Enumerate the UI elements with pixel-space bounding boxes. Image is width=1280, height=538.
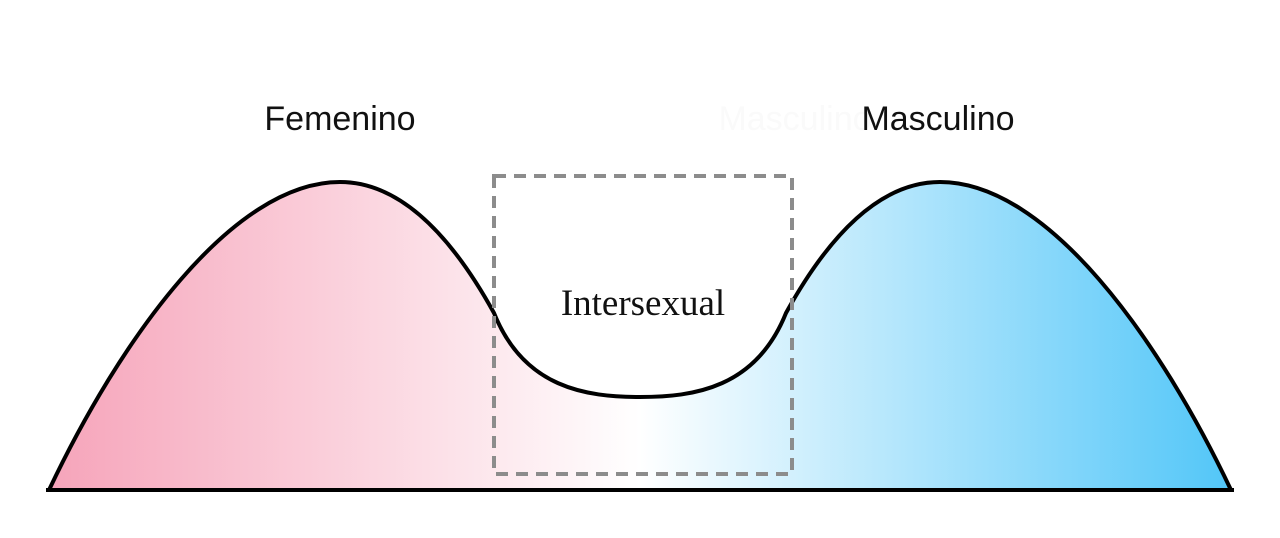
svg-text:Intersexual: Intersexual	[561, 283, 725, 324]
svg-text:Masculino: Masculino	[718, 100, 871, 138]
svg-text:Femenino: Femenino	[264, 100, 415, 138]
svg-text:Masculino: Masculino	[861, 100, 1014, 138]
